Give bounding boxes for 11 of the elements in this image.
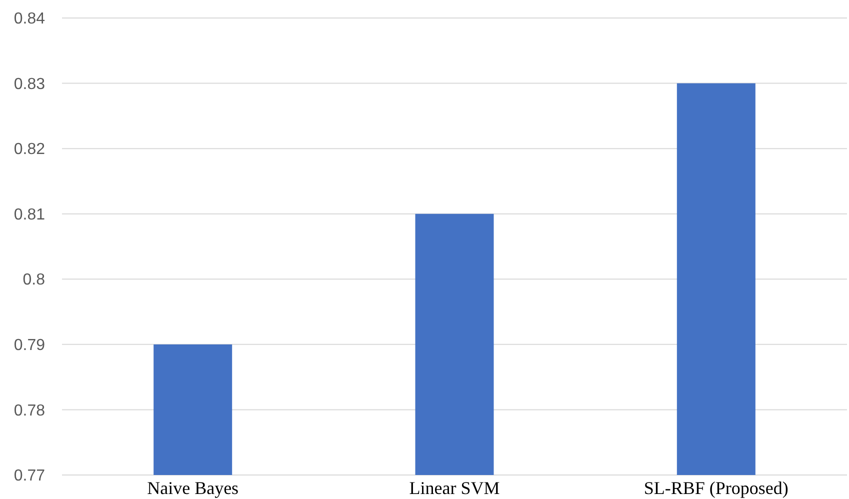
y-tick-label: 0.83 [14, 76, 46, 93]
y-tick-label: 0.81 [14, 206, 46, 224]
y-tick-label: 0.8 [22, 272, 46, 289]
x-tick-label: Naive Bayes [147, 478, 239, 498]
y-tick-label: 0.79 [14, 337, 46, 354]
x-tick-label: Linear SVM [409, 478, 500, 498]
x-tick-label: SL-RBF (Proposed) [644, 478, 788, 498]
y-tick-label: 0.82 [14, 141, 46, 158]
y-tick-label: 0.77 [14, 468, 46, 485]
y-tick-label: 0.84 [14, 10, 46, 28]
y-tick-label: 0.78 [14, 402, 46, 420]
